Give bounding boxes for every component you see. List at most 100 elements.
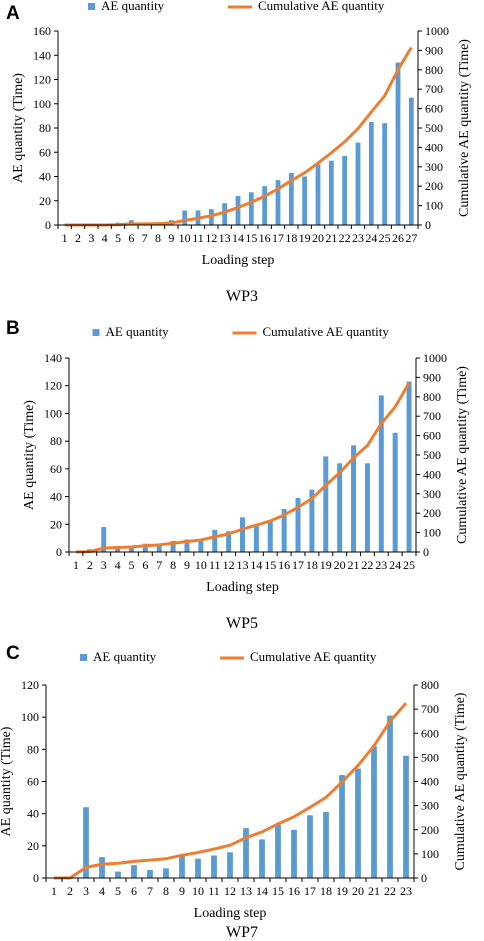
x-axis-title: Loading step [202,253,275,268]
y-tick-label: 40 [27,807,39,821]
legend-line-label: Cumulative AE quantity [250,649,377,664]
y2-tick-label: 700 [425,82,443,96]
y-tick-label: 80 [50,434,62,448]
y-tick-label: 0 [45,218,51,232]
bar-4 [115,547,121,552]
y-tick-label: 60 [50,462,62,476]
cumulative-line [64,46,413,227]
legend-bar-swatch [92,329,100,336]
y2-tick-label: 100 [421,847,439,861]
x-tick-label: 27 [405,231,417,245]
bar-20 [337,463,343,552]
y-tick-label: 40 [39,170,51,184]
y2-tick-label: 300 [425,160,443,174]
x-tick-label: 3 [88,231,94,245]
cumulative-line [75,382,411,554]
y-tick-label: 100 [21,710,39,724]
x-tick-label: 6 [131,884,137,898]
bar-7 [156,545,162,552]
x-tick-label: 18 [306,558,318,572]
bar-6 [131,865,137,878]
legend-line-label: Cumulative AE quantity [263,324,390,339]
bar-22 [364,463,370,552]
legend: AE quantity Cumulative AE quantity [80,649,377,664]
bar-17 [295,497,301,552]
y-tick-label: 40 [50,490,62,504]
x-tick-label: 23 [352,231,364,245]
bar-20 [355,768,361,878]
x-tick-label: 11 [209,558,221,572]
x-tick-label: 18 [285,231,297,245]
bar-10 [198,540,204,552]
y2-tick-label: 600 [421,726,439,740]
bar-3 [101,527,107,552]
y2-tick-label: 100 [423,526,441,540]
bar-23 [378,395,384,552]
bar-3 [83,807,89,878]
x-axis-title: Loading step [194,906,267,921]
x-tick-label: 4 [102,231,108,245]
x-tick-label: 1 [62,231,68,245]
bar-21 [328,160,334,225]
y-tick-label: 100 [33,97,51,111]
bar-21 [351,445,357,552]
bar-16 [262,186,268,225]
bar-18 [288,172,294,225]
x-tick-label: 14 [256,884,268,898]
x-tick-label: 2 [87,558,93,572]
y-axis-title: AE quantity (Time) [22,400,37,510]
x-tick-label: 21 [325,231,337,245]
y-tick-label: 120 [21,678,39,692]
x-tick-label: 26 [392,231,404,245]
y2-tick-label: 400 [423,467,441,481]
x-tick-label: 1 [73,558,79,572]
bar-15 [267,521,273,552]
x-tick-label: 3 [101,558,107,572]
x-tick-label: 7 [147,884,153,898]
bar-21 [371,746,377,878]
x-tick-label: 3 [83,884,89,898]
y2-tick-label: 1000 [425,24,449,38]
x-tick-label: 15 [245,231,257,245]
bar-26 [395,62,401,226]
y-tick-label: 160 [33,24,51,38]
y-axis-title: AE quantity (Time) [0,726,14,836]
chart-panel-a: A AE quantity Cumulative AE quantity020406… [6,0,472,305]
legend: AE quantity Cumulative AE quantity [92,324,390,339]
bar-16 [281,509,287,552]
bar-5 [128,547,134,552]
x-tick-label: 5 [115,231,121,245]
bar-24 [392,432,398,552]
bar-12 [226,531,232,552]
legend-bar-swatch [88,3,95,10]
y2-tick-label: 0 [425,218,431,232]
y2-tick-label: 200 [423,506,441,520]
x-tick-label: 9 [184,558,190,572]
bar-19 [323,456,329,552]
x-tick-label: 21 [368,884,380,898]
x-tick-label: 19 [299,231,311,245]
bar-9 [184,539,190,552]
x-tick-label: 5 [115,884,121,898]
x-tick-label: 17 [304,884,316,898]
x-tick-label: 12 [223,558,235,572]
x-tick-label: 14 [232,231,244,245]
legend-bar-label: AE quantity [101,0,165,13]
y2-tick-label: 300 [421,799,439,813]
cumulative-line [54,702,408,880]
y-tick-label: 120 [33,73,51,87]
x-tick-label: 16 [259,231,271,245]
x-tick-label: 17 [272,231,284,245]
y-tick-label: 60 [27,775,39,789]
x-tick-label: 20 [352,884,364,898]
bar-12 [227,852,233,878]
bar-14 [235,195,241,225]
y-tick-label: 20 [50,517,62,531]
y2-tick-label: 900 [425,43,443,57]
bar-27 [408,97,414,225]
bar-6 [142,543,148,552]
bar-15 [275,824,281,878]
y-tick-label: 0 [33,871,39,885]
x-tick-label: 8 [170,558,176,572]
x-tick-label: 1 [51,884,57,898]
